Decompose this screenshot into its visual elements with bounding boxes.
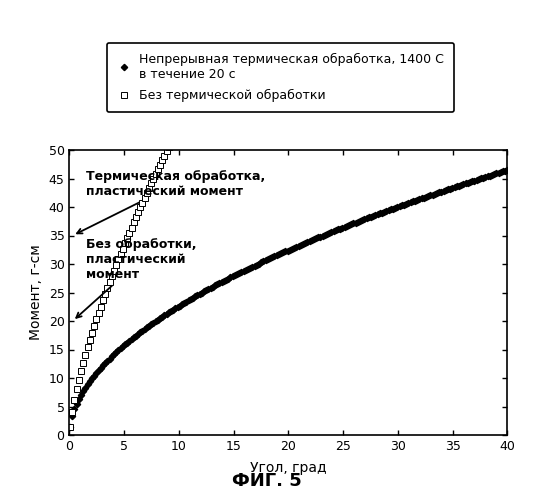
Text: Термическая обработка,
пластический момент: Термическая обработка, пластический моме… [77, 170, 265, 234]
Непрерывная термическая обработка, 1400 С
в течение 20 с [467, 179, 473, 185]
Line: Непрерывная термическая обработка, 1400 С
в течение 20 с: Непрерывная термическая обработка, 1400 … [68, 168, 509, 429]
Непрерывная термическая обработка, 1400 С
в течение 20 с [183, 298, 190, 304]
X-axis label: Угол, град: Угол, град [250, 461, 327, 475]
Без термической обработки [67, 424, 73, 430]
Y-axis label: Момент, г-см: Момент, г-см [29, 244, 43, 340]
Непрерывная термическая обработка, 1400 С
в течение 20 с [148, 321, 154, 327]
Без термической обработки [93, 316, 99, 322]
Без термической обработки [84, 344, 91, 350]
Непрерывная термическая обработка, 1400 С
в течение 20 с [504, 167, 511, 173]
Text: Без обработки,
пластический
момент: Без обработки, пластический момент [76, 238, 197, 318]
Непрерывная термическая обработка, 1400 С
в течение 20 с [67, 424, 73, 430]
Без термической обработки [183, 108, 190, 114]
Text: ФИГ. 5: ФИГ. 5 [232, 472, 302, 490]
Без термической обработки [148, 180, 154, 186]
Legend: Непрерывная термическая обработка, 1400 С
в течение 20 с, Без термической обрабо: Непрерывная термическая обработка, 1400 … [107, 42, 454, 112]
Непрерывная термическая обработка, 1400 С
в течение 20 с [482, 174, 489, 180]
Непрерывная термическая обработка, 1400 С
в течение 20 с [93, 370, 99, 376]
Line: Без термической обработки: Без термической обработки [67, 0, 510, 430]
Непрерывная термическая обработка, 1400 С
в течение 20 с [84, 382, 91, 388]
